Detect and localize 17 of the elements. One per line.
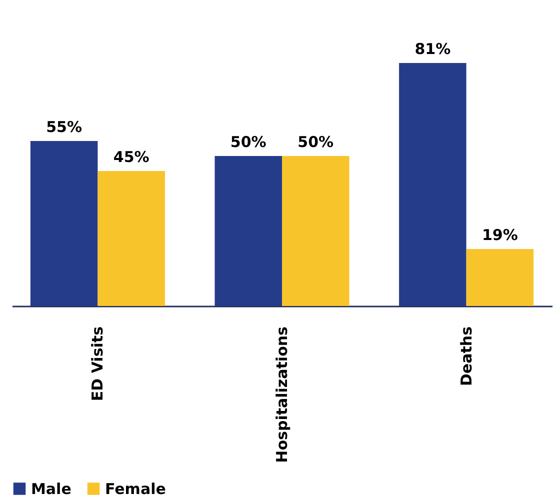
- legend-label: Male: [31, 480, 72, 498]
- bar: [282, 156, 350, 306]
- data-label: 50%: [298, 133, 334, 151]
- data-label: 81%: [414, 40, 451, 58]
- bar: [30, 141, 98, 306]
- bar: [466, 249, 534, 306]
- data-label: 50%: [230, 133, 266, 151]
- bar: [98, 171, 165, 306]
- bar: [214, 156, 282, 306]
- data-label: 55%: [46, 118, 82, 136]
- x-tick-label: ED Visits: [88, 326, 107, 402]
- legend-label: Female: [105, 480, 166, 498]
- x-tick-label: Deaths: [457, 326, 476, 386]
- data-label: 45%: [113, 148, 150, 166]
- data-label: 19%: [482, 226, 518, 244]
- x-tick-label: Hospitalizations: [273, 326, 291, 463]
- bar: [399, 63, 466, 306]
